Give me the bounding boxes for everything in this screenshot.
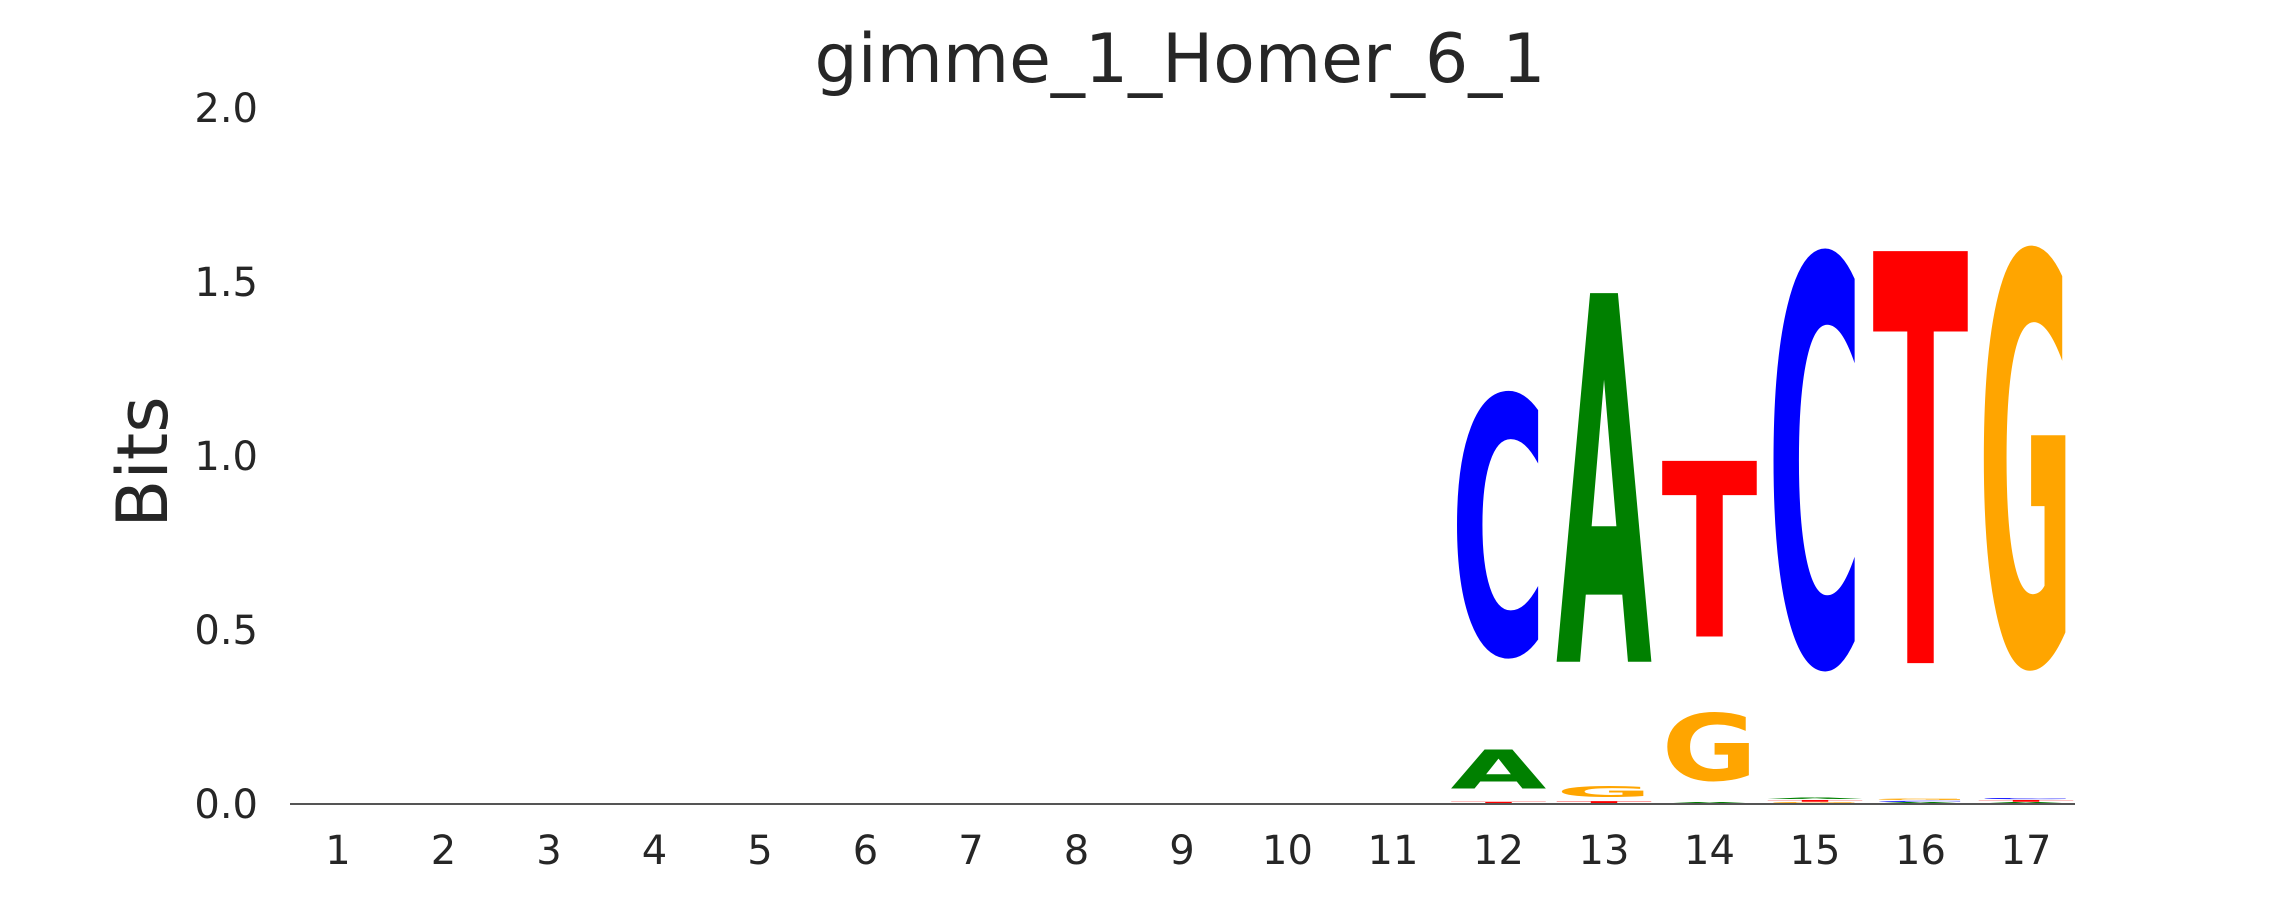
logo-letter-c: C	[1767, 144, 1863, 795]
logo-letter-t: T	[1978, 800, 2074, 803]
x-tick-label: 3	[536, 828, 561, 874]
logo-letter-c: C	[1450, 325, 1546, 738]
logo-letter-c: C	[1872, 801, 1968, 803]
x-axis-ticks: 1 2 3 4 5 6 7 8 9 10 11 12 13 14 15 16 17	[325, 828, 2051, 874]
logo-letter-a: A	[1767, 798, 1863, 800]
logo-letter-t: T	[1873, 140, 1970, 797]
x-tick-label: 5	[747, 828, 772, 874]
x-tick-label: 7	[958, 828, 983, 874]
logo-letters: TACTGAAGTGTACACGTATCG	[1450, 140, 2074, 804]
chart-title: gimme_1_Homer_6_1	[815, 20, 1546, 99]
logo-letter-g: G	[1978, 141, 2074, 796]
x-tick-label: 8	[1064, 828, 1089, 874]
logo-letter-t: T	[1767, 800, 1863, 803]
x-tick-label: 9	[1169, 828, 1194, 874]
x-tick-label: 15	[1790, 828, 1841, 874]
x-tick-label: 16	[1895, 828, 1946, 874]
y-tick-label: 1.5	[194, 260, 258, 306]
x-tick-label: 12	[1473, 828, 1524, 874]
x-tick-label: 6	[853, 828, 878, 874]
logo-letter-a: A	[1556, 192, 1653, 781]
y-axis-label: Bits	[102, 396, 184, 527]
logo-letter-g: G	[1662, 694, 1758, 802]
x-tick-label: 1	[325, 828, 350, 874]
logo-letter-g: G	[1556, 783, 1652, 800]
logo-letter-t: T	[1662, 413, 1758, 694]
logo-letter-c: C	[1978, 798, 2074, 800]
y-tick-label: 1.0	[194, 434, 258, 480]
logo-letter-t: T	[1451, 801, 1547, 804]
x-tick-label: 2	[431, 828, 456, 874]
y-axis-ticks: 0.0 0.5 1.0 1.5 2.0	[194, 86, 258, 828]
x-tick-label: 14	[1684, 828, 1735, 874]
x-tick-label: 17	[2001, 828, 2052, 874]
x-tick-label: 4	[642, 828, 667, 874]
logo-letter-a: A	[1451, 738, 1547, 801]
x-tick-label: 11	[1368, 828, 1419, 874]
y-tick-label: 0.0	[194, 782, 258, 828]
logo-letter-t: T	[1556, 801, 1652, 804]
y-tick-label: 2.0	[194, 86, 258, 132]
x-tick-label: 13	[1579, 828, 1630, 874]
x-tick-label: 10	[1262, 828, 1313, 874]
logo-letter-g: G	[1873, 799, 1969, 801]
y-tick-label: 0.5	[194, 608, 258, 654]
